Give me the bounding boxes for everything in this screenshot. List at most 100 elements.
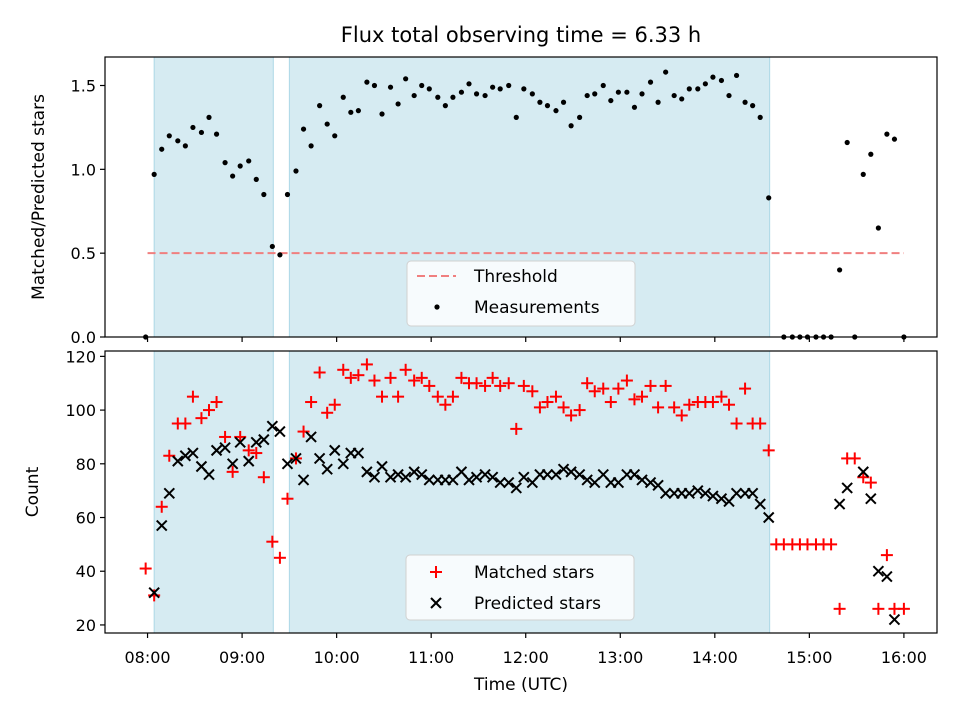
matched-legend-label: Matched stars [474,563,594,583]
matched-point [376,390,389,403]
matched-point [203,404,215,417]
measurement-point [332,133,338,139]
predicted-point-b [195,460,208,473]
matched-point [620,374,633,387]
predicted-point-b [659,487,672,500]
predicted-point-b [644,476,657,489]
predicted-point [541,468,554,481]
matched-point [636,390,649,403]
measurement-point [246,158,252,164]
predicted-point-b [479,468,491,481]
measurement-point [466,81,472,87]
predicted-point-b [581,474,593,486]
predicted-point-b [518,471,530,483]
measurement-point [379,111,385,117]
matched-point [706,396,719,409]
predicted-point-b [423,474,435,486]
predicted-point [888,613,901,626]
matched-point [384,371,397,384]
matched-point [179,417,192,430]
measurement-point [631,104,638,110]
bottom-y-tick-label: 80 [76,455,96,474]
predicted-point-b [573,468,586,481]
predicted-point-b [210,444,223,457]
predicted-point [636,474,648,486]
predicted-point [337,458,349,470]
predicted-point [494,476,506,489]
measurement-point [348,109,354,115]
predicted-point-b [321,463,333,475]
x-tick-label: 12:00 [503,648,549,667]
measurement-point [702,81,708,87]
top-y-tick-label: 0.0 [71,328,96,347]
measurement-point [300,126,307,132]
predicted-point-b [352,447,365,459]
predicted-point [156,519,168,532]
matched-point [864,476,877,489]
measurement-point [647,79,654,85]
measurement-point [206,114,212,120]
measurement-point [253,176,259,182]
matched-point [517,379,530,392]
measurement-point [277,252,283,258]
predicted-point-b [313,452,326,465]
predicted-point [376,460,388,473]
predicted-point [250,436,262,449]
x-tick-label: 10:00 [314,648,360,667]
predicted-point-b [872,565,885,577]
measurement-point [324,121,330,127]
predicted-point-b [715,493,728,505]
matched-point [825,538,838,551]
matched-point [897,602,910,615]
measurement-point [230,173,236,179]
predicted-point-b [857,466,869,478]
predicted-point-b [888,613,901,626]
predicted-point [699,487,712,500]
x-tick-label: 16:00 [881,648,927,667]
matched-point [573,404,586,417]
x-axis-label: Time (UTC) [473,675,568,695]
predicted-point [715,493,728,505]
count-points [139,358,910,626]
matched-point [266,535,279,548]
measurement-point [151,171,157,177]
matched-point [431,390,444,403]
predicted-point-b [368,471,381,483]
predicted-point [518,471,530,483]
predicted-point [865,493,877,505]
predicted-point [148,587,160,599]
matched-point [446,390,459,403]
matched-point [219,430,232,443]
measurement-point [435,94,441,100]
measurement-point [213,131,220,137]
predicted-point [754,498,766,510]
predicted-point [423,474,435,486]
measurement-point [222,160,228,166]
measurements-legend-label: Measurements [474,298,600,318]
predicted-point-b [187,447,199,459]
predicted-legend-glyph [430,597,442,609]
measurements-legend-marker [434,304,440,310]
x-tick-label: 11:00 [408,648,454,667]
top-y-tick-label: 1.5 [71,77,96,96]
predicted-point-b [290,452,302,465]
measurement-point [837,267,843,273]
predicted-point-b [376,460,388,473]
predicted-point [313,452,326,465]
predicted-legend-glyph-b [430,597,442,609]
observing-interval-1 [153,350,274,634]
measurement-point [166,133,172,139]
predicted-point-b [707,490,719,502]
matched-point [297,425,310,438]
predicted-point [581,474,593,486]
predicted-point [274,425,286,438]
predicted-point-b [408,466,420,478]
predicted-point-b [541,468,554,481]
predicted-point [243,455,255,467]
predicted-point-b [557,463,570,475]
matched-point [305,396,318,409]
predicted-point [763,511,775,524]
top-panel: 0.0 0.5 1.0 1.5 Matched/Predicted stars Thr… [29,56,938,347]
matched-point [352,369,365,382]
matched-point [762,444,775,457]
